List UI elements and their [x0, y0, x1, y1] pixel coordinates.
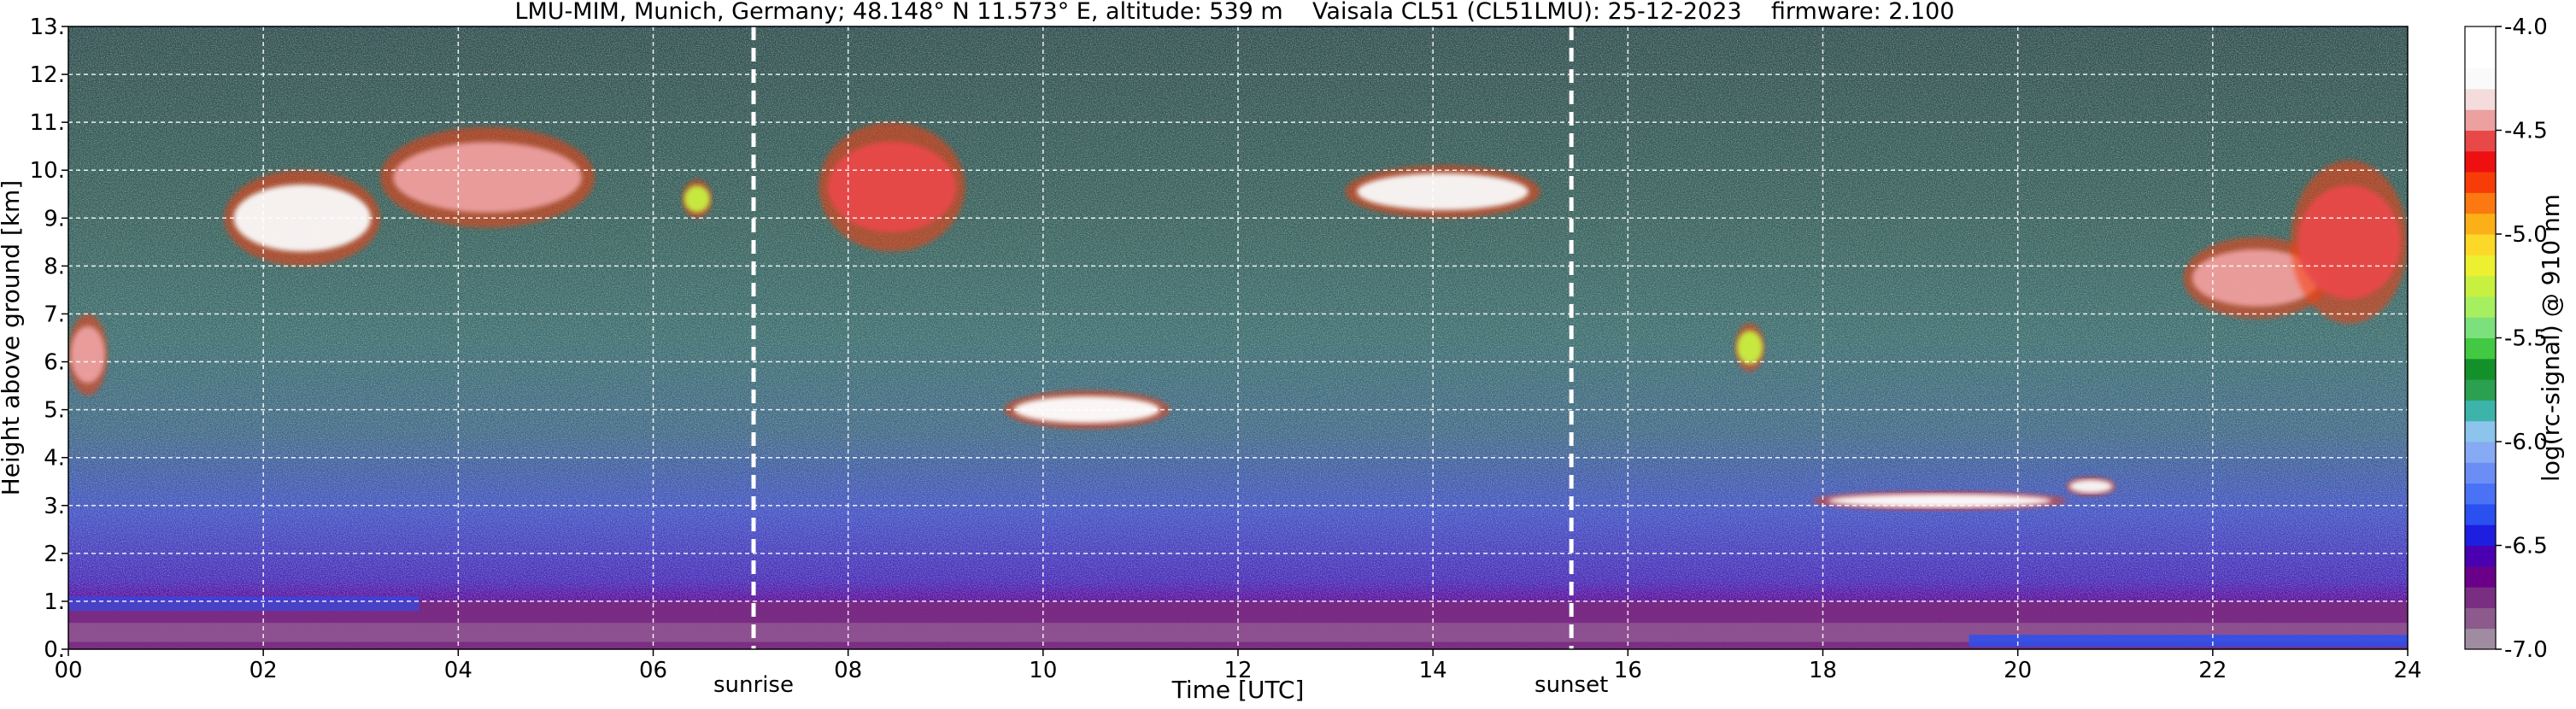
cloud-layer — [827, 141, 957, 232]
cloud-layer — [70, 325, 105, 384]
y-axis-label: Height above ground [km] — [0, 180, 25, 496]
boundary-layer-blue-band — [1969, 635, 2408, 647]
cloud-layer — [1736, 331, 1763, 365]
colorbar-segment — [2465, 213, 2496, 235]
colorbar-segment — [2465, 587, 2496, 608]
y-tick-label: 2. — [44, 542, 65, 567]
y-tick-label: 3. — [44, 494, 65, 519]
colorbar-segment — [2465, 565, 2496, 588]
colorbar-segment — [2465, 337, 2496, 360]
colorbar-segment — [2465, 317, 2496, 338]
colorbar-segment — [2465, 172, 2496, 193]
colorbar-segment — [2465, 130, 2496, 152]
y-tick-label: 13. — [30, 15, 65, 40]
colorbar-tick-label: -4.5 — [2504, 119, 2548, 144]
colorbar-tick-label: -4.0 — [2504, 15, 2548, 40]
colorbar-segment — [2465, 607, 2496, 630]
sunset-label: sunset — [1534, 672, 1608, 698]
x-tick-label: 20 — [2004, 658, 2032, 683]
x-tick-label: 18 — [1809, 658, 1837, 683]
axes: 00 02 04 06 08 10 12 14 16 18 20 22 24 0. 1. 2. 3. 4. 5. 6.… — [0, 15, 2422, 704]
y-tick-label: 1. — [44, 589, 65, 615]
x-tick-label: 14 — [1419, 658, 1447, 683]
colorbar-segment — [2465, 109, 2496, 131]
x-tick-label: 08 — [834, 658, 862, 683]
colorbar-tick-label: -5.0 — [2504, 222, 2548, 248]
y-tick-label: 10. — [30, 158, 65, 184]
colorbar-tick-label: -6.5 — [2504, 534, 2548, 560]
cloud-layer — [1357, 173, 1529, 211]
x-tick-label: 06 — [639, 658, 667, 683]
cloud-layer — [393, 142, 582, 213]
y-tick-label: 5. — [44, 398, 65, 424]
x-tick-label: 24 — [2393, 658, 2421, 683]
colorbar-segment — [2465, 524, 2496, 546]
x-axis-label: Time [UTC] — [1171, 676, 1305, 704]
colorbar-label: log(rc-signal) @ 910 nm — [2537, 194, 2565, 482]
colorbar-segment — [2465, 192, 2496, 214]
cloud-layer — [1828, 494, 2051, 508]
x-tick-label: 00 — [54, 658, 82, 683]
cloud-layer — [2192, 249, 2321, 307]
x-tick-label: 12 — [1223, 658, 1252, 683]
colorbar-segment — [2465, 275, 2496, 297]
y-tick-label: 8. — [44, 254, 65, 279]
y-tick-label: 0. — [44, 637, 65, 663]
colorbar-tick-label: -5.5 — [2504, 326, 2548, 352]
y-tick-label: 6. — [44, 350, 65, 376]
grid — [68, 26, 2408, 649]
colorbar-segment — [2465, 234, 2496, 255]
colorbar-segment — [2465, 47, 2496, 69]
colorbar-segment — [2465, 150, 2496, 173]
cloud-layer — [2069, 479, 2113, 494]
y-tick-label: 9. — [44, 206, 65, 231]
x-tick-label: 04 — [444, 658, 472, 683]
y-tick-label: 12. — [30, 62, 65, 88]
colorbar-segment — [2465, 358, 2496, 380]
y-tick-label: 11. — [30, 110, 65, 136]
colorbar-segment — [2465, 503, 2496, 525]
colorbar-segment — [2465, 26, 2496, 48]
colorbar-segment — [2465, 483, 2496, 505]
colorbar-segment — [2465, 442, 2496, 463]
colorbar-segment — [2465, 255, 2496, 277]
colorbar-segment — [2465, 420, 2496, 442]
cloud-layer — [684, 185, 710, 213]
y-tick-label: 7. — [44, 302, 65, 327]
x-tick-label: 16 — [1614, 658, 1642, 683]
colorbar-tick-label: -7.0 — [2504, 637, 2548, 663]
x-tick-label: 22 — [2198, 658, 2227, 683]
colorbar-segment — [2465, 545, 2496, 567]
colorbar-segment — [2465, 296, 2496, 318]
x-tick-label: 02 — [249, 658, 278, 683]
cloud-layer — [2297, 185, 2401, 300]
boundary-layer-blue-band — [68, 596, 420, 612]
colorbar-tick-label: -6.0 — [2504, 430, 2548, 455]
colorbar-segment — [2465, 628, 2496, 650]
colorbar-segment — [2465, 400, 2496, 422]
x-tick-label: 10 — [1029, 658, 1057, 683]
chart-title: LMU-MIM, Munich, Germany; 48.148° N 11.5… — [514, 0, 1955, 25]
colorbar-segment — [2465, 379, 2496, 401]
colorbar: -4.0 -4.5 -5.0 -5.5 -6.0 -6.5 -7.0 log(rc-signa… — [2464, 15, 2565, 663]
colorbar-segment — [2465, 67, 2496, 90]
sunrise-label: sunrise — [713, 672, 794, 698]
colorbar-segment — [2465, 88, 2496, 110]
y-tick-label: 4. — [44, 446, 65, 472]
colorbar-segment — [2465, 462, 2496, 484]
